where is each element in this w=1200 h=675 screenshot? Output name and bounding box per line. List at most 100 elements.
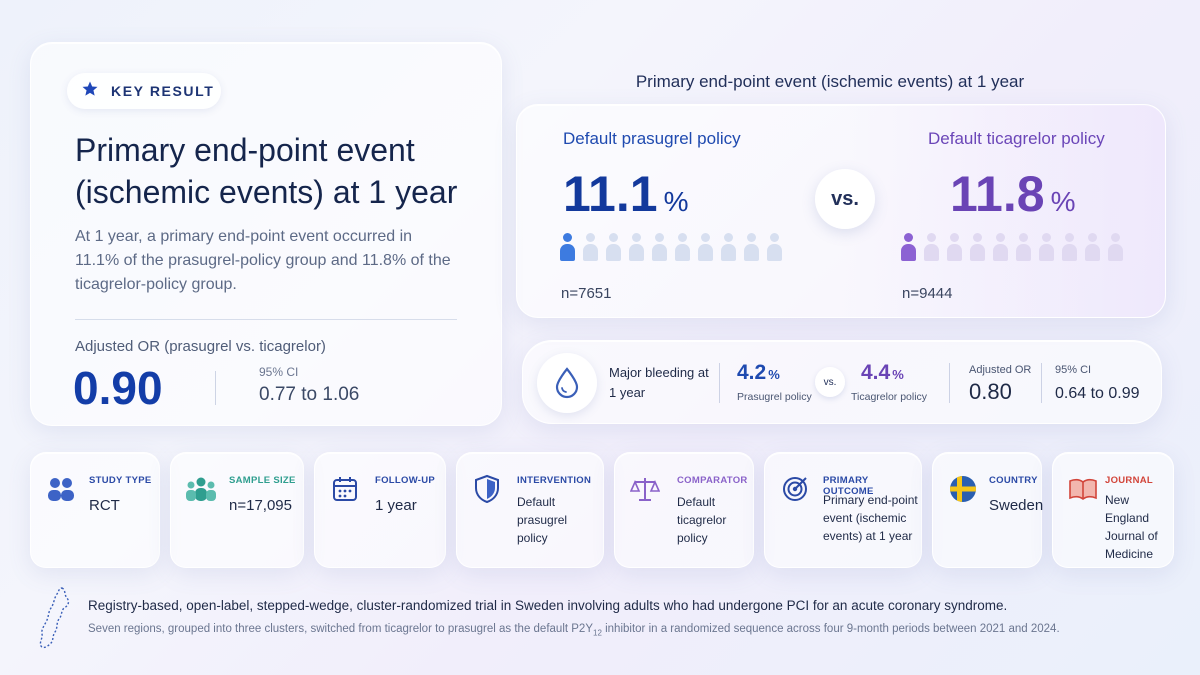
ticagrelor-arm: Default ticagrelor policy 11.8% n=9444 [842, 105, 1165, 317]
person-icon [674, 233, 690, 263]
ticagrelor-people-icons [900, 233, 1123, 263]
percent-sign: % [663, 186, 689, 217]
ticagrelor-arm-name: Default ticagrelor policy [928, 129, 1105, 148]
primary-outcome-tile: PRIMARY OUTCOME Primary end-point event … [764, 452, 922, 568]
study-design-summary: Registry-based, open-label, stepped-wedg… [88, 598, 1008, 613]
person-icon [1084, 233, 1100, 263]
ticagrelor-arm-percent: 11.8% [950, 165, 1075, 223]
comparator-tile: COMPARATOR Default ticagrelor policy [614, 452, 754, 568]
divider [949, 363, 950, 403]
key-result-title: Primary end-point event (ischemic events… [75, 132, 458, 210]
person-icon [900, 233, 916, 263]
detail-subscript: 12 [593, 628, 602, 638]
key-result-badge: KEY RESULT [67, 73, 221, 109]
calendar-icon [329, 473, 361, 505]
bleeding-vs-badge: vs. [815, 367, 845, 397]
bleeding-ticagrelor-value: 4.4 [861, 361, 891, 384]
detail-text-part2: inhibitor in a randomized sequence acros… [601, 623, 1060, 635]
bleeding-prasugrel-label: Prasugrel policy [737, 391, 812, 403]
key-result-description: At 1 year, a primary end-point event occ… [75, 228, 451, 293]
shield-icon [471, 473, 503, 505]
divider [1041, 363, 1042, 403]
bleeding-ticagrelor-percent: 4.4% [861, 361, 904, 385]
intervention-value: Default prasugrel policy [517, 495, 568, 545]
ticagrelor-arm-n: n=9444 [902, 285, 953, 302]
person-icon [720, 233, 736, 263]
person-icon [582, 233, 598, 263]
comparator-label: COMPARATOR [677, 475, 748, 486]
drop-icon [537, 353, 597, 413]
star-icon [81, 80, 99, 103]
study-design-detail: Seven regions, grouped into three cluste… [88, 623, 1060, 637]
person-icon [605, 233, 621, 263]
follow-up-tile: FOLLOW-UP 1 year [314, 452, 446, 568]
intervention-tile: INTERVENTION Default prasugrel policy [456, 452, 604, 568]
study-type-tile: STUDY TYPE RCT [30, 452, 160, 568]
ticagrelor-panel-tint [841, 105, 1165, 317]
person-icon [992, 233, 1008, 263]
bleeding-ci-value: 0.64 to 0.99 [1055, 385, 1140, 402]
divider [719, 363, 720, 403]
adjusted-or-value: 0.90 [73, 362, 163, 414]
sample-size-tile: SAMPLE SIZE n=17,095 [170, 452, 304, 568]
ticagrelor-arm-value: 11.8 [950, 166, 1045, 222]
follow-up-label: FOLLOW-UP [375, 475, 436, 486]
people-icon [45, 473, 77, 505]
prasugrel-arm-value: 11.1 [563, 166, 658, 222]
prasugrel-people-icons [559, 233, 782, 263]
percent-sign: % [892, 367, 904, 382]
prasugrel-arm-name: Default prasugrel policy [563, 129, 741, 148]
person-icon [923, 233, 939, 263]
person-icon [651, 233, 667, 263]
person-icon [1015, 233, 1031, 263]
bleeding-or-value: 0.80 [969, 379, 1012, 404]
follow-up-value: 1 year [375, 497, 417, 514]
sweden-flag-icon [947, 473, 979, 505]
detail-text-part1: Seven regions, grouped into three cluste… [88, 623, 593, 635]
bleeding-ticagrelor-label: Ticagrelor policy [851, 391, 928, 403]
study-type-label: STUDY TYPE [89, 475, 152, 486]
major-bleeding-label: Major bleeding at 1 year [609, 365, 709, 400]
person-icon [946, 233, 962, 263]
person-icon [628, 233, 644, 263]
target-icon [779, 473, 811, 505]
scale-icon [629, 473, 661, 505]
bleeding-ci-label: 95% CI [1055, 364, 1092, 376]
journal-value: New England Journal of Medicine [1105, 493, 1158, 561]
country-value: Sweden [989, 497, 1044, 514]
prasugrel-arm-n: n=7651 [561, 285, 612, 302]
primary-outcome-value: Primary end-point event (ischemic events… [823, 493, 918, 543]
prasugrel-arm: Default prasugrel policy 11.1% n=7651 [517, 105, 842, 317]
sample-size-label: SAMPLE SIZE [229, 475, 296, 486]
country-tile: COUNTRY Sweden [932, 452, 1044, 568]
key-result-card: KEY RESULT Primary end-point event (isch… [30, 42, 502, 426]
ci-label: 95% CI [259, 365, 299, 379]
person-icon [697, 233, 713, 263]
journal-label: JOURNAL [1105, 475, 1154, 486]
person-icon [969, 233, 985, 263]
bleeding-prasugrel-percent: 4.2% [737, 361, 780, 385]
person-icon [1107, 233, 1123, 263]
major-bleeding-card: Major bleeding at 1 year 4.2% Prasugrel … [522, 340, 1162, 424]
person-icon [743, 233, 759, 263]
study-type-value: RCT [89, 497, 120, 514]
journal-tile: JOURNAL New England Journal of Medicine [1052, 452, 1174, 568]
key-result-badge-label: KEY RESULT [111, 83, 215, 99]
ci-value: 0.77 to 1.06 [259, 384, 360, 405]
divider [75, 319, 457, 320]
person-icon [766, 233, 782, 263]
primary-outcome-label: PRIMARY OUTCOME [823, 475, 874, 497]
intervention-label: INTERVENTION [517, 475, 592, 486]
prasugrel-arm-percent: 11.1% [563, 165, 688, 223]
sample-size-value: n=17,095 [229, 497, 292, 514]
person-icon [559, 233, 575, 263]
country-label: COUNTRY [989, 475, 1038, 486]
comparison-title: Primary end-point event (ischemic events… [635, 72, 1025, 91]
group-icon [185, 473, 217, 505]
percent-sign: % [1050, 186, 1076, 217]
bleeding-prasugrel-value: 4.2 [737, 361, 767, 384]
comparator-value: Default ticagrelor policy [677, 495, 727, 545]
vs-badge: vs. [815, 169, 875, 229]
comparison-card: Default prasugrel policy 11.1% n=7651 De… [516, 104, 1166, 318]
adjusted-or-label: Adjusted OR (prasugrel vs. ticagrelor) [75, 338, 326, 355]
